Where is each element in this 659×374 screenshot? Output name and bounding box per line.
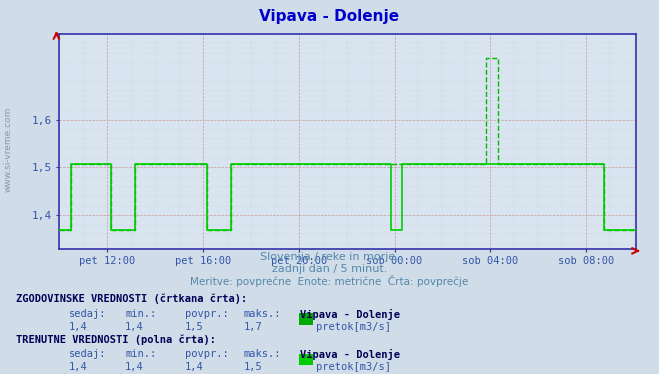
Text: min.:: min.: xyxy=(125,349,156,359)
Text: sedaj:: sedaj: xyxy=(69,309,107,319)
Text: 1,4: 1,4 xyxy=(185,362,203,372)
Text: Vipava - Dolenje: Vipava - Dolenje xyxy=(300,309,400,319)
Text: maks.:: maks.: xyxy=(244,309,281,319)
Text: Slovenija / reke in morje.: Slovenija / reke in morje. xyxy=(260,252,399,263)
Text: pretok[m3/s]: pretok[m3/s] xyxy=(316,322,391,332)
Text: ZGODOVINSKE VREDNOSTI (črtkana črta):: ZGODOVINSKE VREDNOSTI (črtkana črta): xyxy=(16,294,248,304)
Text: www.si-vreme.com: www.si-vreme.com xyxy=(4,107,13,192)
Text: pretok[m3/s]: pretok[m3/s] xyxy=(316,362,391,372)
Text: 1,5: 1,5 xyxy=(244,362,262,372)
Text: 1,4: 1,4 xyxy=(125,322,144,332)
Text: 1,5: 1,5 xyxy=(185,322,203,332)
Text: min.:: min.: xyxy=(125,309,156,319)
Text: Meritve: povprečne  Enote: metrične  Črta: povprečje: Meritve: povprečne Enote: metrične Črta:… xyxy=(190,275,469,287)
Text: sedaj:: sedaj: xyxy=(69,349,107,359)
Text: povpr.:: povpr.: xyxy=(185,349,228,359)
Text: TRENUTNE VREDNOSTI (polna črta):: TRENUTNE VREDNOSTI (polna črta): xyxy=(16,335,216,345)
Text: 1,7: 1,7 xyxy=(244,322,262,332)
Text: 1,4: 1,4 xyxy=(125,362,144,372)
Text: povpr.:: povpr.: xyxy=(185,309,228,319)
Text: Vipava - Dolenje: Vipava - Dolenje xyxy=(300,349,400,359)
Text: 1,4: 1,4 xyxy=(69,362,88,372)
Text: maks.:: maks.: xyxy=(244,349,281,359)
Text: 1,4: 1,4 xyxy=(69,322,88,332)
Text: Vipava - Dolenje: Vipava - Dolenje xyxy=(260,9,399,24)
Text: zadnji dan / 5 minut.: zadnji dan / 5 minut. xyxy=(272,264,387,274)
